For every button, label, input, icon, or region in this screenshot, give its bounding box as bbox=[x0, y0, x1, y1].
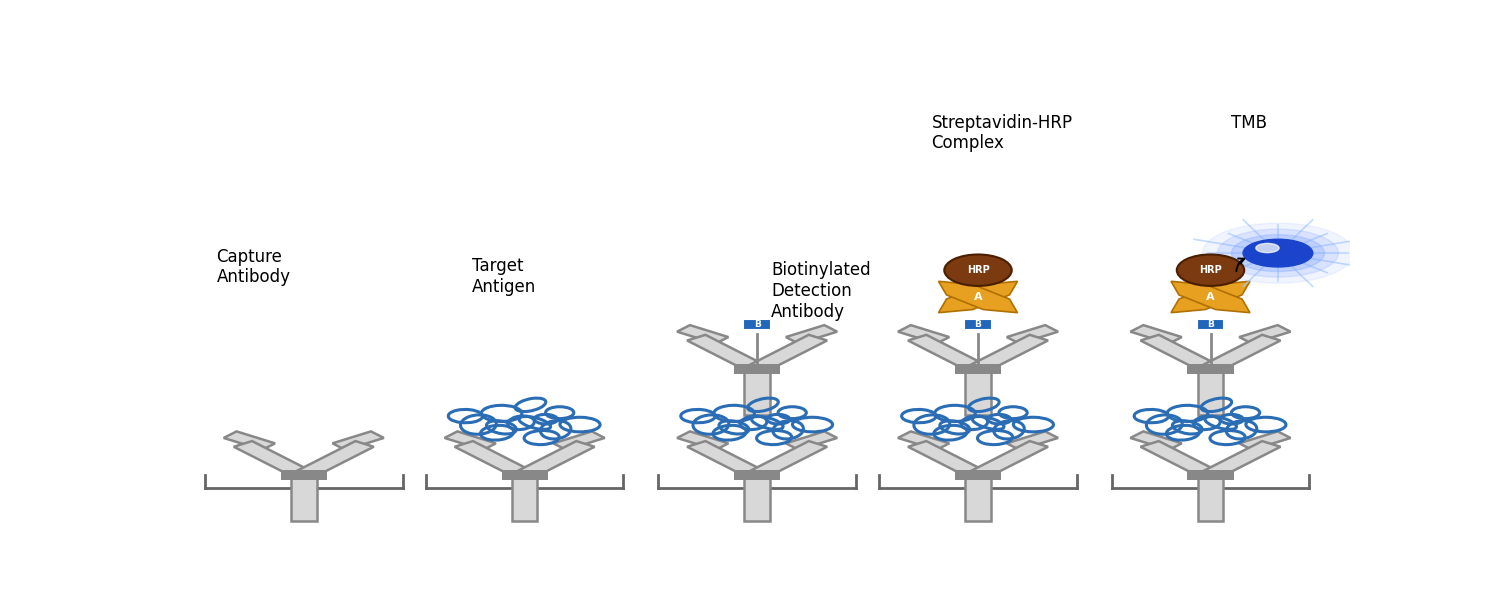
Bar bbox=[898, 431, 950, 450]
Polygon shape bbox=[748, 335, 827, 371]
Bar bbox=[734, 364, 780, 374]
Bar bbox=[1188, 470, 1233, 480]
Text: HRP: HRP bbox=[966, 265, 990, 275]
Bar bbox=[734, 470, 780, 480]
Bar bbox=[956, 364, 1000, 374]
Bar bbox=[964, 368, 992, 415]
Polygon shape bbox=[969, 441, 1048, 478]
Text: TMB: TMB bbox=[1232, 113, 1268, 131]
Text: A: A bbox=[974, 292, 982, 302]
Bar bbox=[1197, 475, 1224, 521]
Polygon shape bbox=[1202, 335, 1281, 371]
Text: Capture
Antibody: Capture Antibody bbox=[216, 248, 291, 286]
Text: B: B bbox=[975, 320, 981, 329]
Polygon shape bbox=[1172, 281, 1250, 313]
Bar bbox=[786, 325, 837, 344]
Bar bbox=[898, 325, 950, 344]
Bar bbox=[1239, 325, 1290, 344]
Polygon shape bbox=[748, 441, 827, 478]
Circle shape bbox=[1218, 229, 1338, 277]
Bar bbox=[1197, 368, 1224, 415]
Bar bbox=[554, 431, 604, 450]
Text: Streptavidin-HRP
Complex: Streptavidin-HRP Complex bbox=[932, 113, 1072, 152]
Bar bbox=[1007, 431, 1058, 450]
Bar bbox=[333, 431, 384, 450]
Polygon shape bbox=[234, 441, 314, 478]
Bar bbox=[512, 475, 537, 521]
Bar bbox=[1131, 325, 1182, 344]
Polygon shape bbox=[454, 441, 534, 478]
Bar bbox=[956, 470, 1000, 480]
Bar bbox=[291, 475, 316, 521]
Text: Biotinylated
Detection
Antibody: Biotinylated Detection Antibody bbox=[771, 262, 870, 321]
Bar bbox=[1007, 325, 1058, 344]
Text: A: A bbox=[1206, 292, 1215, 302]
Circle shape bbox=[1244, 239, 1312, 267]
Bar bbox=[501, 470, 548, 480]
Circle shape bbox=[1256, 244, 1280, 253]
Polygon shape bbox=[1202, 441, 1281, 478]
Polygon shape bbox=[1140, 335, 1220, 371]
Polygon shape bbox=[1140, 441, 1220, 478]
Polygon shape bbox=[939, 281, 1017, 313]
Polygon shape bbox=[939, 281, 1017, 313]
Polygon shape bbox=[908, 335, 987, 371]
Circle shape bbox=[1232, 235, 1324, 272]
Bar bbox=[280, 470, 327, 480]
Polygon shape bbox=[687, 441, 766, 478]
Polygon shape bbox=[908, 441, 987, 478]
Polygon shape bbox=[1172, 281, 1250, 313]
Bar bbox=[224, 431, 274, 450]
Polygon shape bbox=[294, 441, 374, 478]
Ellipse shape bbox=[945, 254, 1011, 286]
Text: B: B bbox=[753, 320, 760, 329]
Text: B: B bbox=[1208, 320, 1214, 329]
Bar bbox=[676, 325, 729, 344]
Bar bbox=[1131, 431, 1182, 450]
Polygon shape bbox=[969, 335, 1048, 371]
Ellipse shape bbox=[1178, 254, 1244, 286]
Polygon shape bbox=[516, 441, 594, 478]
Bar bbox=[1188, 364, 1233, 374]
Bar bbox=[1239, 431, 1290, 450]
Bar bbox=[744, 368, 770, 415]
Bar bbox=[676, 431, 729, 450]
Bar bbox=[786, 431, 837, 450]
Bar bbox=[444, 431, 497, 450]
Text: HRP: HRP bbox=[1198, 265, 1222, 275]
Bar bbox=[744, 475, 770, 521]
Bar bbox=[964, 475, 992, 521]
Polygon shape bbox=[687, 335, 766, 371]
Circle shape bbox=[1203, 223, 1353, 283]
Text: Target
Antigen: Target Antigen bbox=[472, 257, 537, 296]
